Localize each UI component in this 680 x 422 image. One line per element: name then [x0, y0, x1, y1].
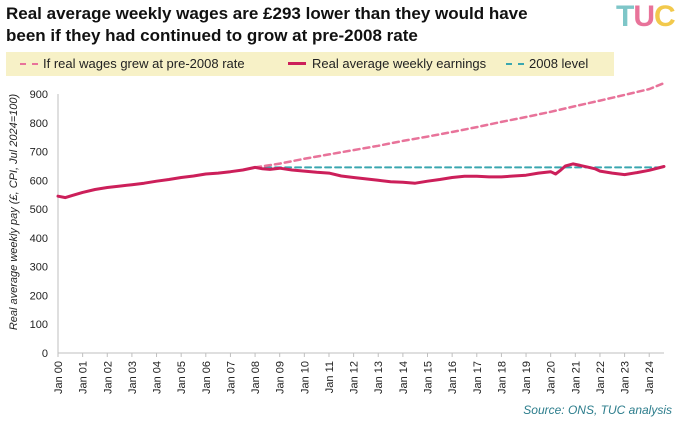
x-tick-label-3: Jan 03: [127, 361, 139, 394]
legend-label-trend: If real wages grew at pre-2008 rate: [43, 56, 245, 71]
x-tick-label-1: Jan 01: [78, 361, 90, 394]
x-tick-label-6: Jan 06: [201, 361, 213, 394]
x-tick-label-20: Jan 20: [546, 361, 558, 394]
y-tick-label-500: 500: [30, 204, 48, 216]
x-tick-label-12: Jan 12: [349, 361, 361, 394]
logo-letter-c: C: [654, 0, 676, 33]
y-tick-label-300: 300: [30, 262, 48, 274]
x-tick-label-16: Jan 16: [447, 361, 459, 394]
x-tick-label-11: Jan 11: [324, 361, 336, 393]
y-axis-label: Real average weekly pay (£, CPI, Jul 202…: [8, 93, 20, 330]
x-tick-label-23: Jan 23: [620, 361, 632, 394]
x-tick-label-22: Jan 22: [595, 361, 607, 394]
tuc-logo: TUC: [616, 0, 676, 34]
series-line-real-earnings: [56, 162, 666, 200]
x-tick-label-2: Jan 02: [102, 361, 114, 394]
x-tick-label-21: Jan 21: [570, 361, 582, 394]
legend-label-actual: Real average weekly earnings: [312, 56, 487, 71]
y-tick-label-700: 700: [30, 147, 48, 159]
x-tick-label-14: Jan 14: [398, 361, 410, 394]
chart-legend: If real wages grew at pre-2008 rate Real…: [6, 52, 614, 76]
legend-swatch-level: [506, 63, 524, 65]
x-tick-label-18: Jan 18: [496, 361, 508, 394]
y-tick-label-800: 800: [30, 118, 48, 130]
x-axis-ticks: Jan 00 Jan 01 Jan 02 Jan 03 Jan 04 Jan 05 Jan …: [53, 353, 656, 394]
y-axis-ticks: 0 100 200 300 400 500 600 700 800 900: [30, 89, 48, 360]
x-tick-label-0: Jan 00: [53, 361, 65, 394]
chart-title-line-1: Real average weekly wages are £293 lower…: [6, 4, 528, 23]
chart-series: [56, 81, 666, 200]
y-tick-label-100: 100: [30, 319, 48, 331]
y-tick-label-900: 900: [30, 89, 48, 101]
chart-title-line-2: been if they had continued to grow at pr…: [6, 26, 418, 45]
series-line-pre2008-trend: [253, 81, 666, 169]
x-tick-label-7: Jan 07: [225, 361, 237, 394]
logo-letter-u: U: [633, 0, 655, 33]
x-tick-label-5: Jan 05: [176, 361, 188, 394]
y-tick-label-400: 400: [30, 233, 48, 245]
x-tick-label-13: Jan 13: [373, 361, 385, 394]
x-tick-label-10: Jan 10: [299, 361, 311, 394]
x-tick-label-15: Jan 15: [423, 361, 435, 394]
x-tick-label-24: Jan 24: [644, 361, 656, 394]
x-tick-label-9: Jan 09: [275, 361, 287, 394]
y-tick-label-200: 200: [30, 290, 48, 302]
x-tick-label-8: Jan 08: [250, 361, 262, 394]
chart-title: Real average weekly wages are £293 lower…: [6, 3, 566, 47]
x-tick-label-4: Jan 04: [152, 361, 164, 394]
y-tick-label-600: 600: [30, 175, 48, 187]
y-tick-label-0: 0: [42, 348, 48, 360]
source-note: Source: ONS, TUC analysis: [523, 403, 672, 417]
legend-swatch-actual: [288, 62, 306, 65]
x-tick-label-17: Jan 17: [472, 361, 484, 394]
legend-swatch-trend: [20, 63, 38, 65]
legend-label-level: 2008 level: [529, 56, 589, 71]
chart-axes: [57, 94, 664, 354]
logo-letter-t: T: [616, 0, 634, 33]
x-tick-label-19: Jan 19: [521, 361, 533, 394]
